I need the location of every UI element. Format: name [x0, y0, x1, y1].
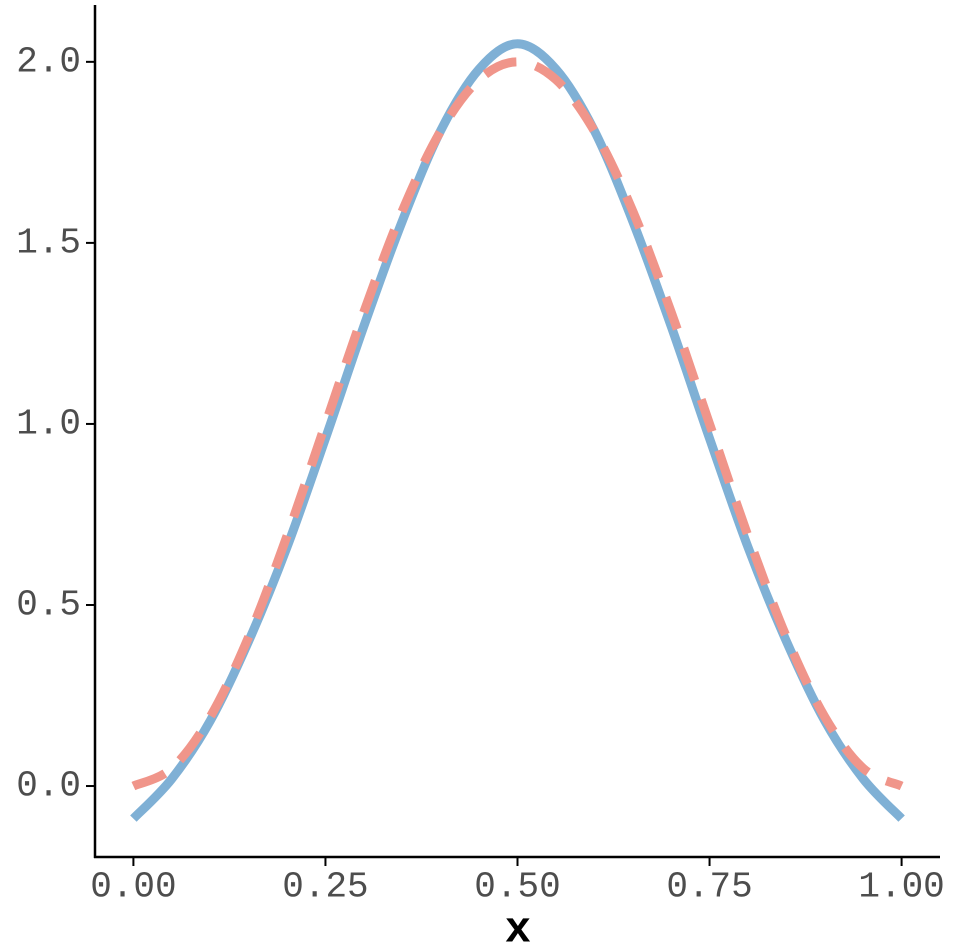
x-tick-label: 0.00: [90, 867, 176, 908]
y-tick-label: 2.0: [16, 41, 81, 82]
line: [130, 39, 905, 822]
y-tick-label: 0.0: [16, 766, 81, 807]
y-tick-label: 0.5: [16, 585, 81, 626]
y-tick-label: 1.0: [16, 403, 81, 444]
x-tick-label: 0.50: [474, 867, 560, 908]
x-tick-label: 0.25: [282, 867, 368, 908]
line: [131, 57, 904, 791]
x-tick-label: 1.00: [858, 867, 944, 908]
x-tick-label: 0.75: [666, 867, 752, 908]
y-tick-label: 1.5: [16, 222, 81, 263]
x-axis-title: x: [505, 906, 531, 950]
